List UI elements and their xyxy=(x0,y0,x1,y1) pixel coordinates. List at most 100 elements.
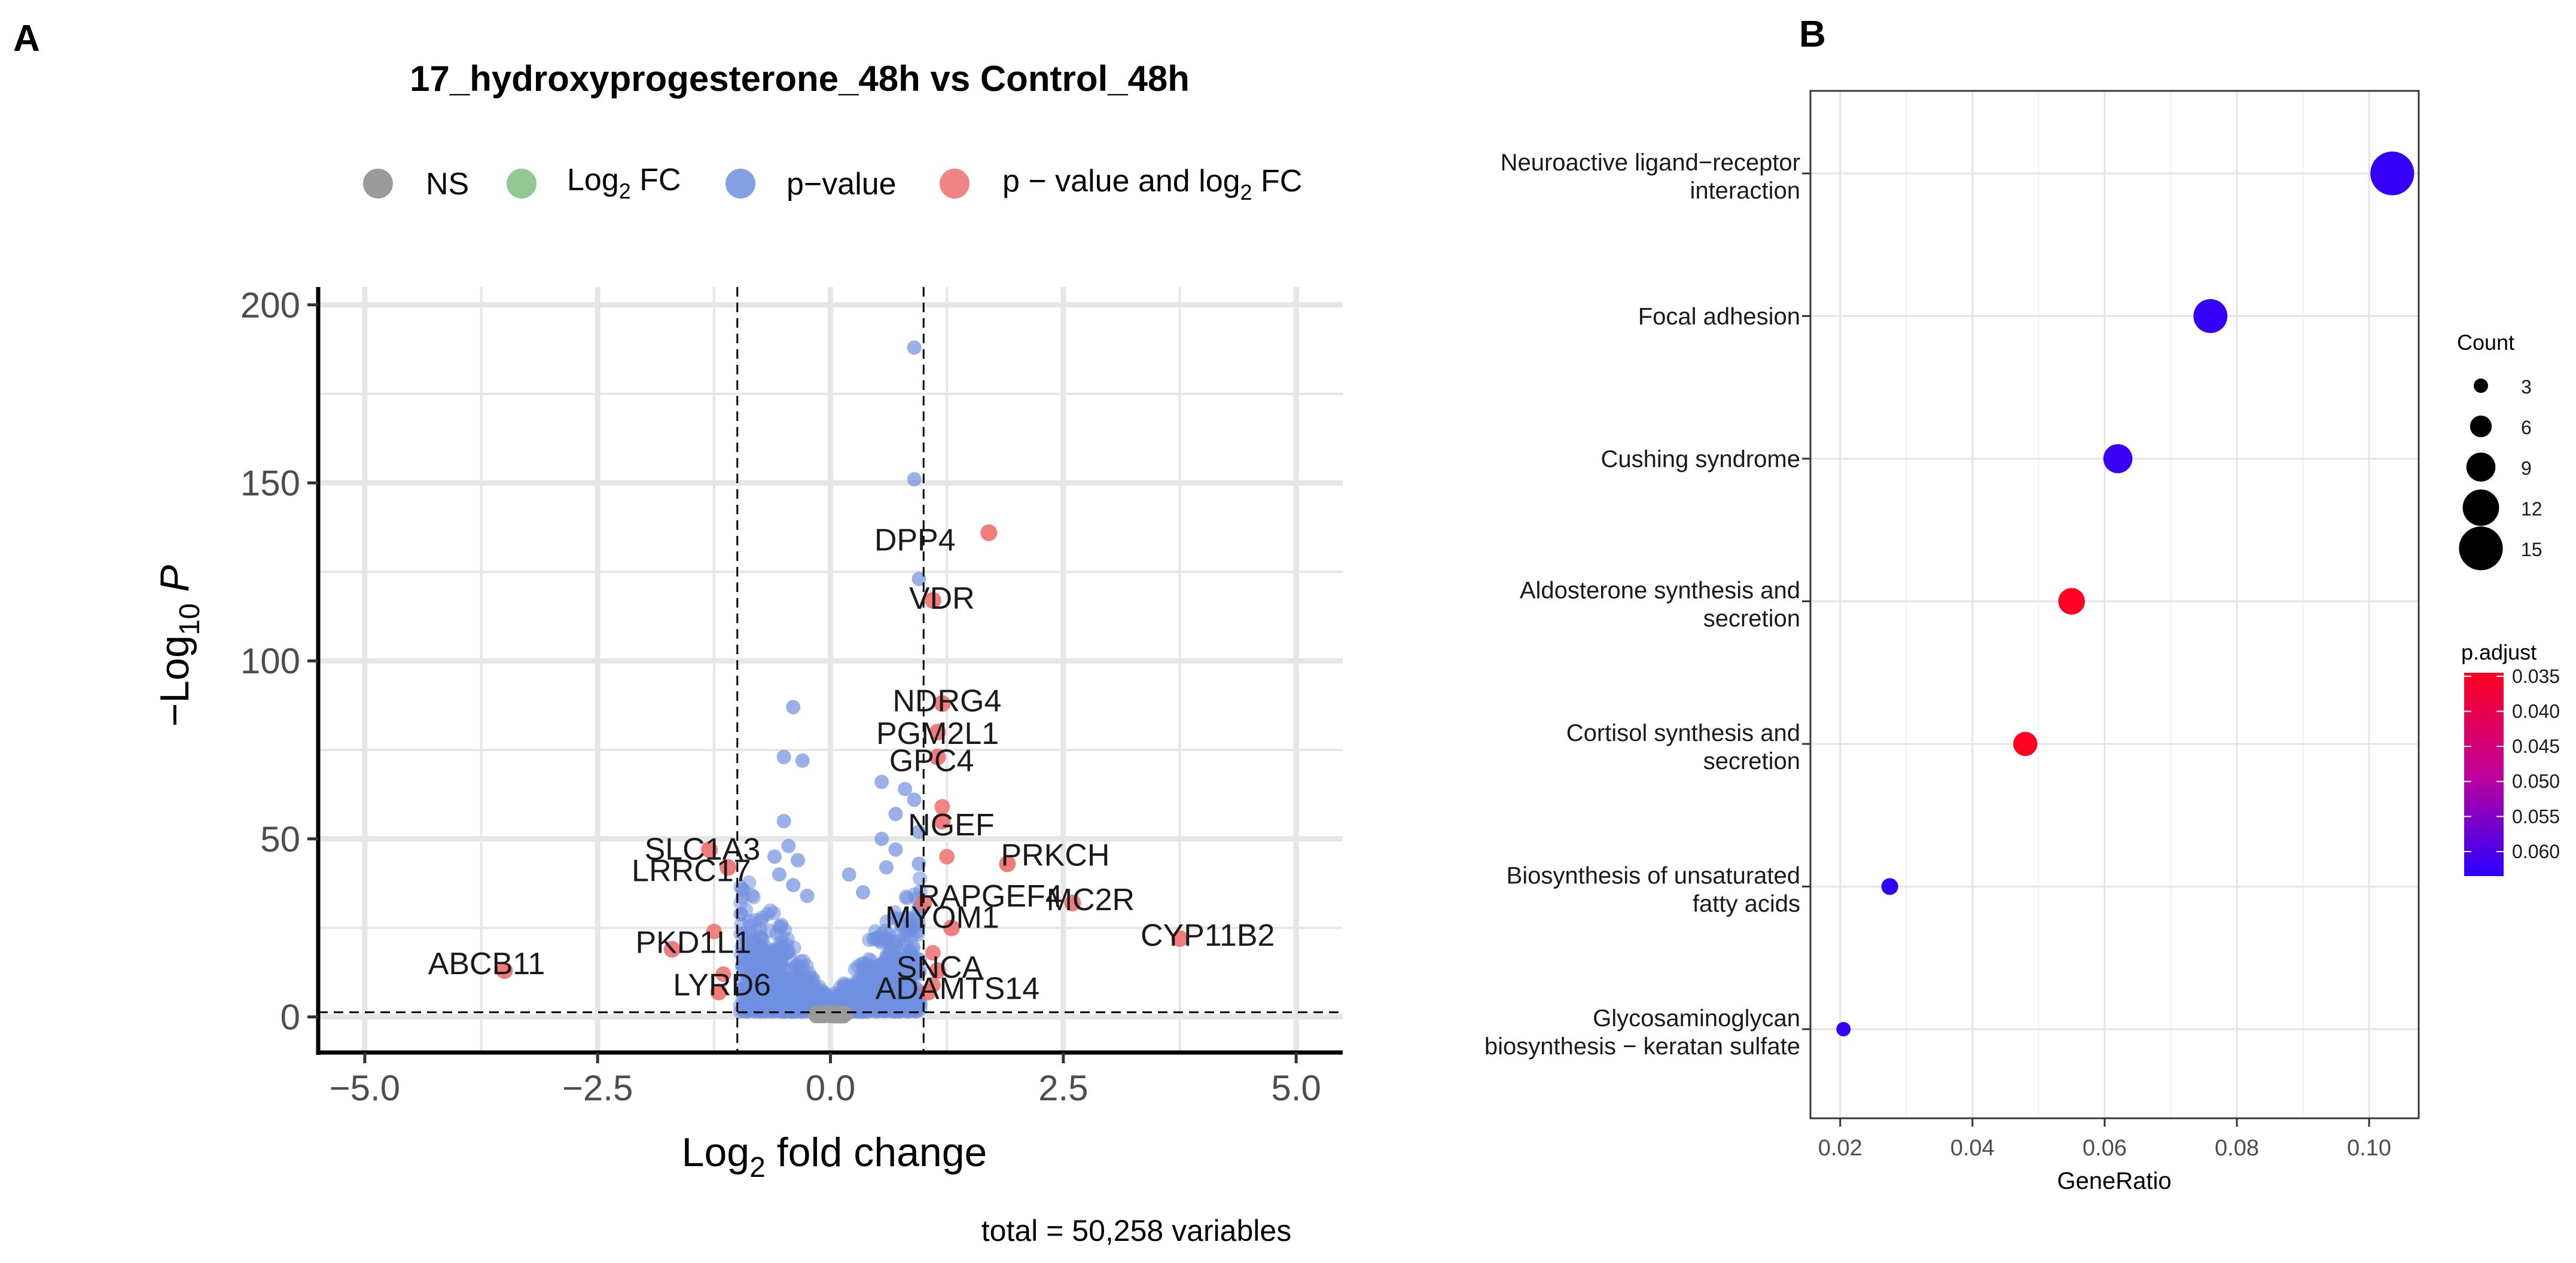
volcano-point-pvalue xyxy=(841,984,856,999)
volcano-y-tick-label: 100 xyxy=(240,641,300,681)
dotplot-x-tick-label: 0.08 xyxy=(2215,1136,2259,1161)
dotplot-x-axis: 0.02 0.04 0.06 0.08 0.10 xyxy=(1818,1118,2391,1161)
legend-both-swatch xyxy=(940,169,970,199)
volcano-point-pvalue xyxy=(881,935,896,950)
volcano-point-pvalue xyxy=(888,807,903,822)
volcano-point-pvalue xyxy=(757,993,772,1008)
volcano-point-abcb11 xyxy=(496,962,513,980)
padjust-legend-label: 0.035 xyxy=(2512,666,2560,687)
volcano-point-pvalue xyxy=(772,867,786,882)
volcano-point-pvalue xyxy=(900,977,914,992)
padjust-legend-label: 0.060 xyxy=(2512,841,2560,862)
volcano-point-pvalue xyxy=(795,753,810,768)
volcano-point-pvalue xyxy=(767,849,782,864)
count-legend-dot xyxy=(2466,452,2496,482)
gene-label-cyp11b2: CYP11B2 xyxy=(1141,918,1275,953)
legend-log2fc-label: Log2 FC xyxy=(567,163,681,203)
volcano-point-significant xyxy=(706,923,722,939)
gene-label-ndrg4: NDRG4 xyxy=(892,684,1001,718)
enrichment-dot xyxy=(2193,299,2228,333)
volcano-point-pvalue xyxy=(799,958,814,973)
count-legend-dot xyxy=(2470,415,2492,438)
dotplot-x-tick-label: 0.06 xyxy=(2083,1136,2127,1161)
gene-label-pgm2l1: PGM2L1 xyxy=(876,716,999,751)
gene-label-dpp4: DPP4 xyxy=(874,523,956,558)
volcano-point-pvalue xyxy=(874,774,889,789)
category-label-line2: secretion xyxy=(1703,606,1800,632)
volcano-point-pvalue xyxy=(894,916,909,931)
volcano-point-significant xyxy=(939,849,955,865)
volcano-point-lrrc17 xyxy=(720,859,737,876)
volcano-point-pvalue xyxy=(874,831,889,846)
volcano-point-pvalue xyxy=(734,882,749,897)
volcano-point-pvalue xyxy=(746,932,761,947)
gene-label-mc2r: MC2R xyxy=(1047,883,1135,917)
volcano-point-pvalue xyxy=(786,878,801,893)
volcano-point-pvalue xyxy=(855,966,870,981)
padjust-legend: p.adjust 0.035 0.040 0.045 0.050 0.055 0.060 xyxy=(2461,640,2560,876)
dotplot-grid xyxy=(1810,91,2419,1118)
enrichment-dot xyxy=(2013,731,2038,756)
volcano-point-pvalue xyxy=(784,990,799,1005)
dotplot-x-axis-title: GeneRatio xyxy=(2057,1168,2171,1194)
legend-ns-label: NS xyxy=(426,167,469,202)
enrichment-dot xyxy=(2058,588,2085,615)
padjust-legend-title: p.adjust xyxy=(2461,640,2537,664)
volcano-x-tick-label: 2.5 xyxy=(1038,1068,1088,1108)
volcano-point-myom1 xyxy=(943,919,960,936)
volcano-caption: total = 50,258 variables xyxy=(981,1214,1291,1247)
volcano-point-pvalue xyxy=(748,913,763,928)
padjust-legend-label: 0.045 xyxy=(2512,736,2560,757)
volcano-point-significant xyxy=(925,945,941,961)
volcano-point-lyrd6 xyxy=(710,983,727,1000)
volcano-point-pvalue xyxy=(888,984,903,999)
panel-b-label: B xyxy=(1799,14,1826,55)
gene-label-abcb11: ABCB11 xyxy=(428,947,545,981)
volcano-point-pvalue xyxy=(743,958,758,973)
category-label-line1: Biosynthesis of unsaturated xyxy=(1507,863,1800,889)
count-legend: Count 3 6 9 12 15 xyxy=(2457,330,2543,571)
volcano-point-pvalue xyxy=(894,967,909,982)
enrichment-dot xyxy=(1881,878,1898,895)
volcano-point-significant xyxy=(715,966,731,983)
volcano-y-tick-label: 0 xyxy=(281,997,300,1037)
legend-pvalue-swatch xyxy=(725,169,755,199)
category-label-line1: Glycosaminoglycan xyxy=(1593,1005,1800,1032)
gene-label-snca: SNCA xyxy=(897,950,983,985)
volcano-point-pvalue xyxy=(800,889,815,904)
gene-label-pkd1l1: PKD1L1 xyxy=(635,925,751,960)
padjust-legend-label: 0.055 xyxy=(2512,806,2560,827)
volcano-point-pvalue xyxy=(862,990,877,1005)
volcano-point-gpc4 xyxy=(929,748,946,765)
enrichment-dot xyxy=(2370,151,2415,196)
volcano-point-vdr xyxy=(924,591,941,609)
volcano-point-pkd1l1 xyxy=(663,941,681,958)
volcano-point-pvalue xyxy=(742,988,757,1003)
volcano-y-tick-label: 50 xyxy=(260,819,300,859)
volcano-point-pvalue xyxy=(898,889,913,904)
dotplot-x-tick-label: 0.02 xyxy=(1818,1136,1862,1161)
count-legend-label: 15 xyxy=(2521,539,2543,560)
volcano-point-ns xyxy=(811,1008,825,1021)
category-label-line2: fatty acids xyxy=(1693,891,1800,917)
volcano-point-dpp4 xyxy=(980,524,998,541)
category-label-line1: Cortisol synthesis and xyxy=(1566,720,1800,746)
volcano-axes: −5.0 −2.5 0.0 2.5 5.0 0 50 100 150 200 xyxy=(240,285,1343,1108)
volcano-point-cyp11b2 xyxy=(1171,930,1188,947)
category-label-line2: secretion xyxy=(1703,748,1800,774)
volcano-point-pvalue xyxy=(870,930,885,945)
volcano-x-tick-label: −2.5 xyxy=(562,1068,633,1108)
volcano-point-pvalue xyxy=(907,472,922,487)
volcano-point-pvalue xyxy=(911,824,926,839)
volcano-point-pvalue xyxy=(907,792,922,807)
gene-label-prkch: PRKCH xyxy=(1001,838,1109,872)
volcano-point-pvalue xyxy=(766,905,781,920)
count-legend-label: 3 xyxy=(2521,376,2532,398)
volcano-point-pvalue xyxy=(910,927,925,942)
volcano-point-pvalue xyxy=(805,971,820,986)
volcano-point-pvalue xyxy=(760,981,775,996)
volcano-point-mc2r xyxy=(1064,894,1081,911)
volcano-point-pvalue xyxy=(907,340,922,355)
volcano-x-axis-title: Log2 fold change xyxy=(682,1130,987,1183)
category-label-line2: biosynthesis − keratan sulfate xyxy=(1484,1033,1800,1060)
